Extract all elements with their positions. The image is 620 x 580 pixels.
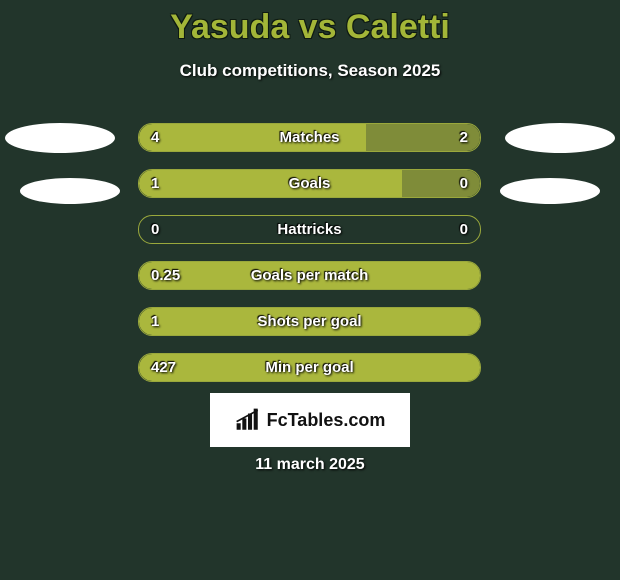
stat-row: 10Goals — [138, 169, 481, 198]
player-left-badge-placeholder — [20, 178, 120, 204]
player-left-avatar-placeholder — [5, 123, 115, 153]
stat-bar-right — [366, 124, 480, 151]
watermark: FcTables.com — [210, 393, 410, 447]
stat-bar-left — [139, 354, 480, 381]
stat-value-left: 0 — [151, 216, 159, 243]
page-subtitle: Club competitions, Season 2025 — [0, 61, 620, 81]
stat-bar-left — [139, 308, 480, 335]
stat-row: 0 0Hattricks — [138, 215, 481, 244]
stat-value-right: 0 — [460, 216, 468, 243]
stat-row: 42Matches — [138, 123, 481, 152]
player-right-avatar-placeholder — [505, 123, 615, 153]
stat-row: 0.25Goals per match — [138, 261, 481, 290]
player-right-badge-placeholder — [500, 178, 600, 204]
stat-rows: 42Matches 10Goals 0 0Hattricks 0.25Goals per… — [138, 123, 481, 399]
stat-bar-left — [139, 262, 480, 289]
page-title: Yasuda vs Caletti — [0, 0, 620, 47]
comparison-card: Yasuda vs Caletti Club competitions, Sea… — [0, 0, 620, 580]
bars-icon — [235, 408, 261, 432]
date-text: 11 march 2025 — [0, 456, 620, 474]
stat-row: 1Shots per goal — [138, 307, 481, 336]
stat-bar-right — [402, 170, 480, 197]
stat-bar-left — [139, 170, 402, 197]
watermark-text: FcTables.com — [267, 410, 386, 431]
stat-row: 427Min per goal — [138, 353, 481, 382]
stat-label: Hattricks — [139, 216, 480, 243]
stat-bar-left — [139, 124, 366, 151]
